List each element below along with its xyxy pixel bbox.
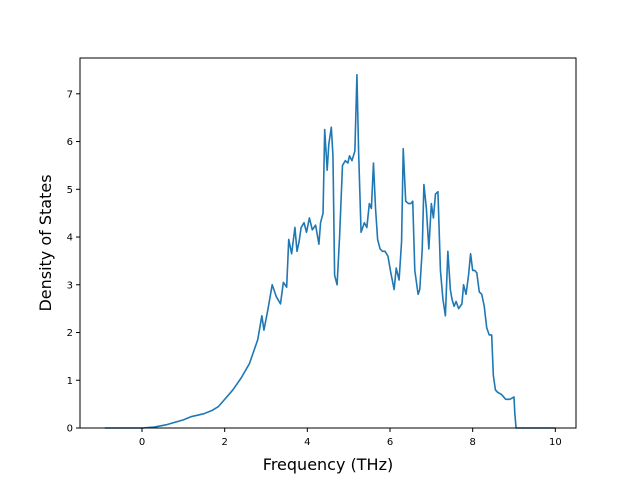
- plot-area: [104, 73, 556, 429]
- x-tick-label: 2: [221, 437, 227, 448]
- y-axis-title: Density of States: [36, 174, 55, 311]
- x-axis-title: Frequency (THz): [263, 455, 393, 474]
- series-line-0: [104, 73, 556, 429]
- y-tick-label: 7: [67, 89, 73, 100]
- x-tick-label: 0: [139, 437, 145, 448]
- x-tick-label: 6: [387, 437, 393, 448]
- x-tick-label: 10: [549, 437, 562, 448]
- y-tick-label: 6: [67, 137, 73, 148]
- y-tick-label: 3: [67, 280, 73, 291]
- x-tick-label: 4: [304, 437, 310, 448]
- y-tick-label: 4: [67, 233, 73, 244]
- y-tick-label: 0: [67, 424, 73, 435]
- axis-ticks: 0 2 4 6 8 10 0 1 2 3 4 5 6 7: [67, 89, 562, 448]
- y-tick-label: 1: [67, 376, 73, 387]
- y-tick-label: 5: [67, 185, 73, 196]
- y-tick-label: 2: [67, 328, 73, 339]
- x-tick-label: 8: [469, 437, 475, 448]
- axes-frame: [79, 57, 577, 429]
